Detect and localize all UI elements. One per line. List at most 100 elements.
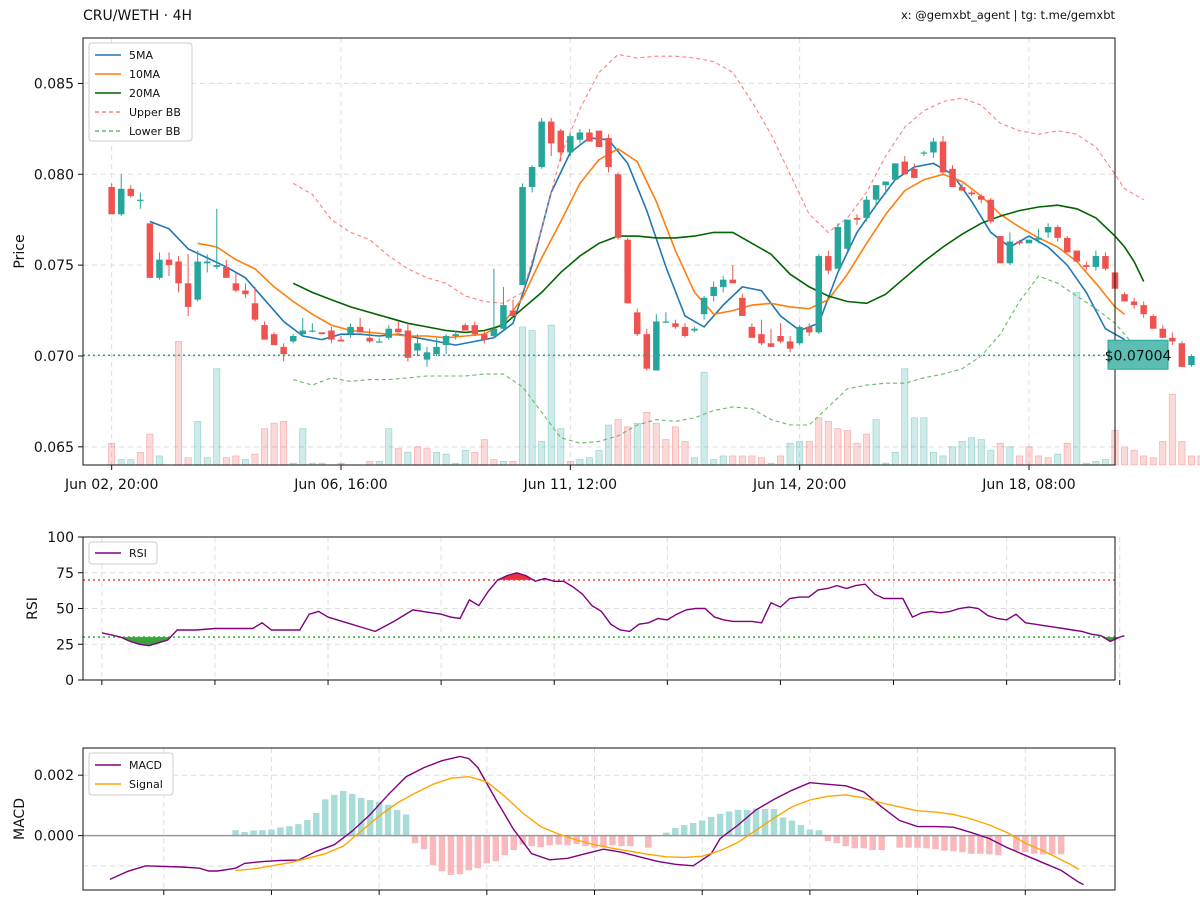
volume-bar	[738, 455, 746, 466]
volume-bar	[251, 453, 259, 466]
macd-histogram-bar	[304, 819, 311, 836]
candle-body	[108, 186, 115, 215]
candle-body	[586, 132, 593, 142]
price-xtick-label: Jun 06, 16:00	[293, 477, 387, 493]
volume-bar	[843, 430, 851, 466]
price-xtick-label: Jun 02, 20:00	[64, 477, 158, 493]
macd-histogram-bar	[510, 835, 517, 851]
candle-body	[500, 305, 507, 329]
candle-body	[175, 261, 182, 284]
volume-bar	[155, 455, 163, 466]
macd-histogram-bar	[986, 835, 993, 855]
current-price-badge	[1107, 339, 1169, 370]
volume-bar	[891, 451, 899, 466]
candle-body	[223, 266, 230, 278]
macd-panel: 0.000 0.002 MACD MACD Signal	[12, 747, 1116, 895]
candle-body	[662, 321, 670, 323]
macd-histogram-bar	[698, 820, 706, 836]
candle-body	[242, 290, 249, 295]
volume-bar	[146, 433, 154, 466]
macd-histogram-bar	[770, 809, 778, 836]
macd-histogram-bar	[1048, 835, 1056, 855]
rsi-oversold-fill	[1103, 637, 1120, 642]
candle-body	[729, 279, 737, 284]
volume-bar	[519, 326, 527, 466]
candle-body	[633, 312, 641, 335]
volume-bar	[643, 412, 651, 466]
volume-bar	[605, 424, 613, 466]
legend-label: RSI	[129, 547, 147, 560]
rsi-overbought-fill	[497, 572, 534, 580]
volume-bar	[280, 421, 288, 466]
volume-bar	[528, 330, 536, 466]
candle-body	[997, 236, 1004, 264]
volume-bar	[423, 448, 431, 466]
volume-bar	[834, 428, 842, 466]
volume-bar	[213, 368, 221, 466]
candle-body	[347, 326, 354, 335]
volume-bar	[719, 455, 727, 466]
candle-body	[710, 286, 717, 297]
macd-histogram-bar	[582, 835, 589, 847]
macd-histogram-bar	[250, 830, 257, 836]
volume-bar	[375, 461, 383, 466]
candle-body	[127, 188, 135, 197]
rsi-ylabel: RSI	[25, 597, 41, 620]
macd-histogram-bar	[878, 835, 885, 851]
macd-histogram-bar	[860, 835, 867, 849]
volume-bar	[863, 433, 871, 466]
rsi-frame	[82, 536, 1116, 681]
volume-bar	[1187, 455, 1195, 466]
volume-bar	[853, 442, 861, 466]
candle-body	[337, 339, 345, 342]
volume-bar	[184, 457, 192, 466]
rsi-ytick-label: 25	[56, 637, 74, 653]
candle-body	[786, 341, 794, 349]
macd-histogram-bar	[914, 835, 921, 848]
macd-histogram-bar	[232, 830, 239, 836]
volume-bar	[194, 421, 202, 466]
volume-bar	[958, 441, 966, 466]
macd-histogram-bar	[519, 835, 526, 845]
macd-histogram-bar	[340, 790, 347, 836]
line-20ma	[292, 204, 1145, 334]
volume-bar	[872, 419, 880, 466]
volume-bar	[805, 441, 813, 466]
legend-label: 20MA	[129, 87, 160, 100]
volume-bar	[490, 459, 498, 466]
candle-body	[232, 283, 240, 291]
candle-body	[901, 161, 909, 175]
macd-ylabel: MACD	[12, 798, 28, 840]
candle-body	[366, 337, 373, 342]
volume-bar	[796, 441, 804, 466]
macd-histogram-bar	[869, 835, 876, 851]
candle-body	[547, 121, 555, 144]
macd-histogram-bar	[357, 797, 365, 836]
rsi-line	[101, 572, 1125, 647]
candle-body	[404, 330, 412, 358]
volume-bar	[480, 439, 488, 466]
volume-bar	[1149, 457, 1157, 466]
macd-histogram-bar	[429, 835, 437, 866]
volume-bar	[729, 455, 737, 466]
rsi-legend: RSI	[88, 541, 158, 565]
volume-bar	[949, 446, 957, 466]
volume-bar	[461, 450, 469, 466]
macd-histogram-bar	[375, 801, 383, 836]
volume-bar	[471, 451, 479, 466]
rsi-oversold-fill	[120, 637, 171, 646]
price-xtick-label: Jun 14, 20:00	[752, 477, 846, 493]
macd-histogram-bar	[618, 835, 625, 847]
candle-body	[1169, 337, 1176, 342]
volume-bar	[232, 455, 240, 466]
macd-histogram-bar	[411, 835, 419, 844]
macd-histogram-bar	[761, 809, 769, 836]
macd-histogram-bar	[528, 835, 535, 847]
candle-body	[1121, 294, 1128, 302]
rsi-ytick-label: 0	[65, 673, 74, 689]
macd-histogram-bar	[851, 835, 858, 849]
candle-body	[471, 325, 479, 335]
volume-bar	[547, 324, 555, 466]
volume-bar	[700, 372, 708, 466]
candle-body	[863, 199, 870, 218]
